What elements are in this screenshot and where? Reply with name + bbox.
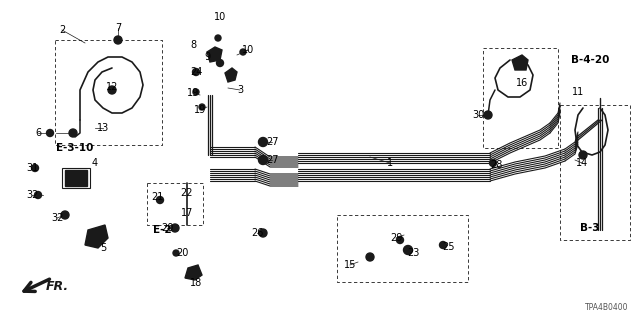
Circle shape (397, 236, 403, 244)
Text: B-4-20: B-4-20 (571, 55, 609, 65)
Circle shape (490, 159, 497, 166)
Text: 16: 16 (516, 78, 528, 88)
Circle shape (440, 242, 447, 249)
Circle shape (579, 151, 587, 159)
Polygon shape (225, 68, 237, 82)
Text: B-3: B-3 (580, 223, 600, 233)
Circle shape (484, 111, 492, 119)
Circle shape (259, 156, 268, 164)
Text: 19: 19 (194, 105, 206, 115)
Circle shape (366, 253, 374, 261)
Circle shape (108, 86, 116, 94)
Text: 20: 20 (176, 248, 188, 258)
Text: E-2: E-2 (153, 225, 172, 235)
Text: 9: 9 (204, 52, 210, 62)
Circle shape (199, 104, 205, 110)
Text: 27: 27 (266, 137, 278, 147)
Text: 26: 26 (251, 228, 263, 238)
Polygon shape (85, 225, 108, 248)
Circle shape (240, 49, 246, 55)
Circle shape (114, 36, 122, 44)
Polygon shape (65, 170, 87, 186)
Circle shape (259, 229, 267, 237)
Text: 19: 19 (187, 88, 199, 98)
Circle shape (69, 129, 77, 137)
Text: 10: 10 (214, 12, 226, 22)
Text: TPA4B0400: TPA4B0400 (584, 303, 628, 312)
Text: 1: 1 (387, 158, 393, 168)
Text: 31: 31 (26, 163, 38, 173)
Circle shape (259, 138, 268, 147)
Text: 8: 8 (190, 40, 196, 50)
Text: 10: 10 (242, 45, 254, 55)
Circle shape (47, 130, 54, 137)
Text: 3: 3 (237, 85, 243, 95)
Text: 22: 22 (180, 188, 192, 198)
Circle shape (173, 250, 179, 256)
Circle shape (171, 224, 179, 232)
Text: E-3-10: E-3-10 (56, 143, 93, 153)
Text: 2: 2 (59, 25, 65, 35)
Circle shape (157, 196, 163, 204)
Text: 17: 17 (181, 208, 193, 218)
Text: 21: 21 (151, 192, 163, 202)
Text: 23: 23 (407, 248, 419, 258)
Text: 15: 15 (344, 260, 356, 270)
Text: 14: 14 (576, 158, 588, 168)
Text: 13: 13 (97, 123, 109, 133)
Text: 20: 20 (161, 223, 173, 233)
Text: 25: 25 (442, 242, 454, 252)
Text: 6: 6 (35, 128, 41, 138)
Polygon shape (185, 265, 202, 280)
Text: 5: 5 (100, 243, 106, 253)
Circle shape (31, 164, 38, 172)
Text: 4: 4 (92, 158, 98, 168)
Text: 18: 18 (190, 278, 202, 288)
Polygon shape (512, 55, 528, 70)
Text: 29: 29 (390, 233, 402, 243)
Text: 7: 7 (115, 23, 121, 33)
Circle shape (35, 191, 42, 198)
Circle shape (193, 68, 200, 76)
Circle shape (193, 89, 199, 95)
Circle shape (61, 211, 69, 219)
Polygon shape (207, 47, 222, 62)
Circle shape (216, 60, 223, 67)
Text: FR.: FR. (46, 279, 69, 292)
Circle shape (403, 245, 413, 254)
Text: 27: 27 (266, 155, 278, 165)
Text: 32: 32 (26, 190, 38, 200)
Text: 28: 28 (490, 160, 502, 170)
Circle shape (215, 35, 221, 41)
Text: 24: 24 (190, 67, 202, 77)
Text: 11: 11 (572, 87, 584, 97)
Text: 12: 12 (106, 82, 118, 92)
Text: 32: 32 (51, 213, 63, 223)
Text: 30: 30 (472, 110, 484, 120)
